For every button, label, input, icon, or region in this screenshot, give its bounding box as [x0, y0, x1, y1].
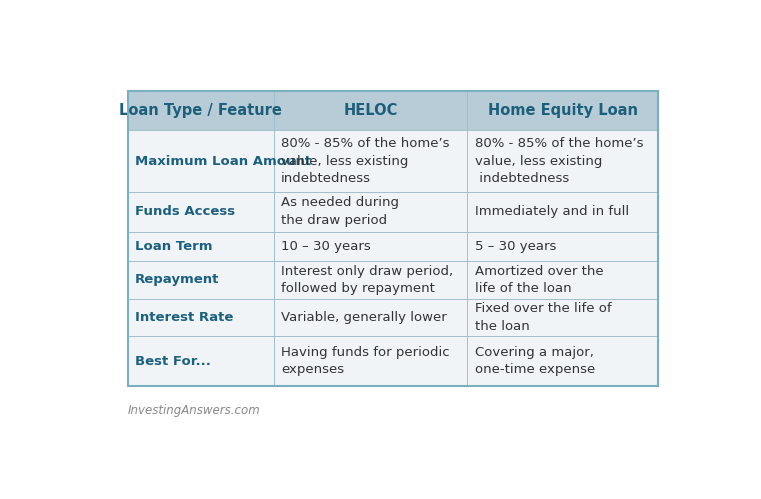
Text: Covering a major,
one-time expense: Covering a major, one-time expense — [475, 346, 595, 376]
Text: HELOC: HELOC — [343, 103, 397, 118]
Text: Amortized over the
life of the loan: Amortized over the life of the loan — [475, 264, 603, 295]
Text: Repayment: Repayment — [135, 273, 220, 286]
Text: Funds Access: Funds Access — [135, 205, 235, 218]
Text: Loan Term: Loan Term — [135, 240, 213, 252]
Text: As needed during
the draw period: As needed during the draw period — [282, 197, 400, 227]
Text: Loan Type / Feature: Loan Type / Feature — [119, 103, 282, 118]
Text: InvestingAnswers.com: InvestingAnswers.com — [128, 404, 260, 417]
Text: Fixed over the life of
the loan: Fixed over the life of the loan — [475, 302, 612, 333]
FancyBboxPatch shape — [128, 91, 658, 387]
Text: Interest only draw period,
followed by repayment: Interest only draw period, followed by r… — [282, 264, 454, 295]
Text: Having funds for periodic
expenses: Having funds for periodic expenses — [282, 346, 450, 376]
Text: Best For...: Best For... — [135, 355, 211, 368]
Text: Home Equity Loan: Home Equity Loan — [488, 103, 638, 118]
Text: 80% - 85% of the home’s
value, less existing
 indebtedness: 80% - 85% of the home’s value, less exis… — [475, 137, 644, 185]
FancyBboxPatch shape — [128, 91, 658, 130]
Text: 5 – 30 years: 5 – 30 years — [475, 240, 556, 252]
Text: Variable, generally lower: Variable, generally lower — [282, 311, 447, 324]
Text: 80% - 85% of the home’s
value, less existing
indebtedness: 80% - 85% of the home’s value, less exis… — [282, 137, 450, 185]
Text: 10 – 30 years: 10 – 30 years — [282, 240, 371, 252]
Text: Interest Rate: Interest Rate — [135, 311, 234, 324]
Text: Immediately and in full: Immediately and in full — [475, 205, 629, 218]
Text: Maximum Loan Amount: Maximum Loan Amount — [135, 155, 311, 168]
